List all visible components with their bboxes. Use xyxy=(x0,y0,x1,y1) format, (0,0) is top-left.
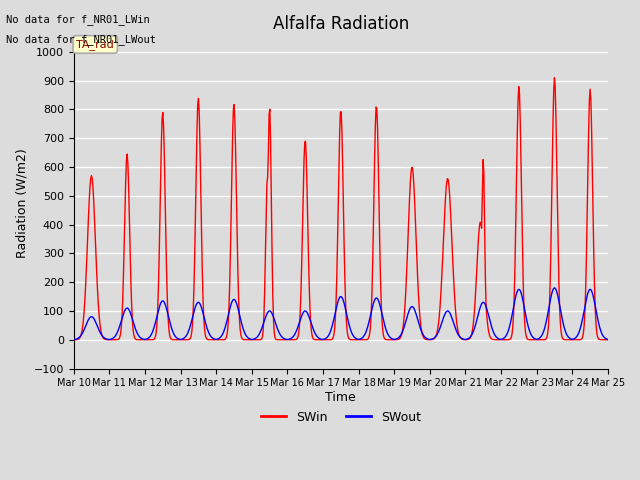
Title: Alfalfa Radiation: Alfalfa Radiation xyxy=(273,15,409,33)
X-axis label: Time: Time xyxy=(325,391,356,404)
Y-axis label: Radiation (W/m2): Radiation (W/m2) xyxy=(15,148,28,258)
Text: TA_rad: TA_rad xyxy=(76,39,114,50)
Legend: SWin, SWout: SWin, SWout xyxy=(255,406,426,429)
Text: No data for f_NR01_LWin: No data for f_NR01_LWin xyxy=(6,14,150,25)
Text: No data for f_NR01_LWout: No data for f_NR01_LWout xyxy=(6,34,156,45)
